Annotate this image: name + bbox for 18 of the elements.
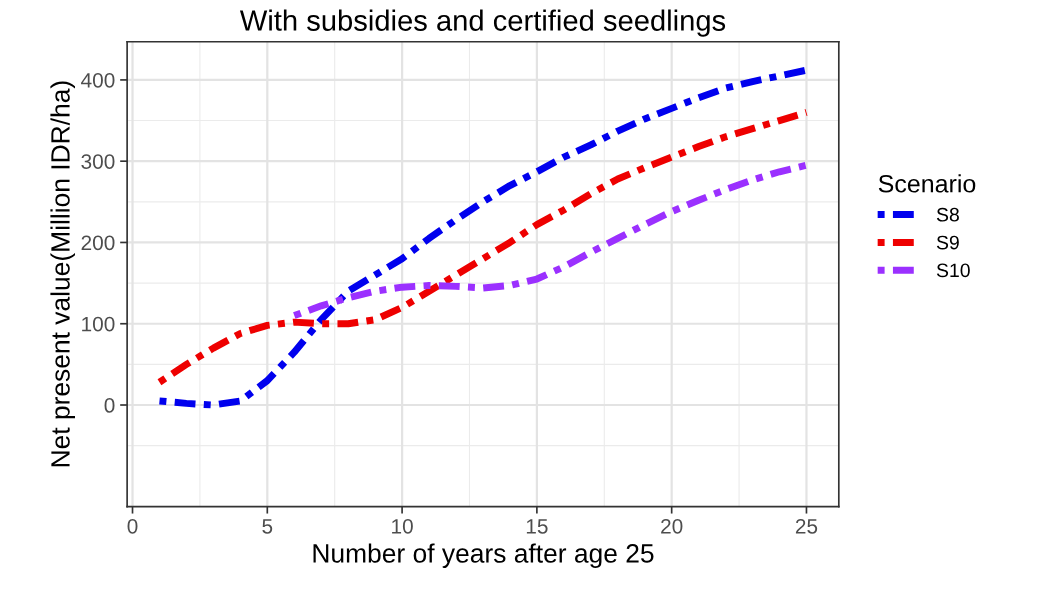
y-tick-label: 200: [81, 235, 115, 251]
legend-title: Scenario: [878, 174, 976, 193]
x-tick-label: 0: [127, 518, 138, 534]
y-tick-label: 400: [81, 72, 115, 88]
x-tick-label: 10: [392, 518, 413, 534]
x-tick-label: 25: [795, 518, 818, 534]
x-tick-label: 15: [526, 519, 548, 534]
y-tick-label: 100: [82, 316, 115, 332]
chart-title: With subsidies and certified seedlings: [239, 9, 726, 37]
y-tick-label: 300: [81, 154, 115, 169]
y-axis-title: Net present value(Million IDR/ha): [50, 81, 76, 467]
legend-label: S10: [936, 263, 970, 278]
y-tick-label: 0: [104, 398, 115, 413]
legend-label: S9: [936, 235, 959, 250]
x-tick-label: 20: [661, 518, 683, 534]
x-tick-label: 5: [262, 519, 273, 534]
legend-label: S8: [936, 207, 959, 222]
x-axis-title: Number of years after age 25: [313, 543, 654, 568]
